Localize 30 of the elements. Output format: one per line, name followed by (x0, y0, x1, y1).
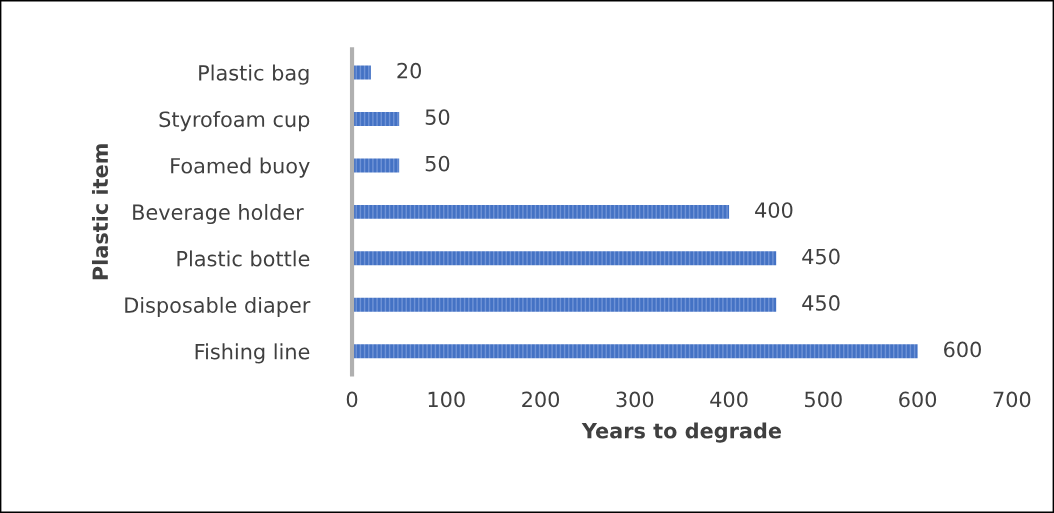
bar (352, 204, 730, 219)
x-tick-label: 200 (522, 391, 560, 408)
bar (352, 251, 777, 266)
data-label: 450 (802, 295, 840, 311)
x-tick-label: 300 (616, 391, 654, 408)
data-label: 50 (425, 109, 450, 125)
y-tick-label: Plastic bottle (177, 250, 310, 267)
y-tick-label: Styrofoam cup (159, 111, 310, 132)
bar (352, 111, 400, 126)
data-label: 450 (802, 248, 840, 265)
x-tick-label: 600 (899, 391, 937, 408)
data-label: 600 (944, 341, 981, 358)
bar (352, 158, 400, 173)
data-label: 400 (755, 202, 793, 218)
x-tick-label: 500 (805, 391, 842, 408)
x-axis-title: Years to degrade (581, 422, 782, 443)
data-label: 20 (397, 62, 422, 79)
x-tick-label: 100 (428, 391, 465, 408)
y-axis-title: Plastic item (91, 144, 109, 280)
y-tick-label: Foamed buoy (171, 157, 310, 178)
x-tick-label: 700 (993, 391, 1031, 408)
y-tick-label: Fishing line (195, 343, 310, 364)
x-tick-label: 400 (710, 391, 748, 408)
y-tick-label: Plastic bag (199, 64, 309, 85)
y-tick-label: Beverage holder (133, 203, 304, 225)
y-tick-label: Disposable diaper (125, 296, 311, 318)
data-label: 50 (425, 155, 450, 172)
x-tick-label: 0 (346, 391, 358, 408)
bar (352, 297, 777, 312)
bar (352, 344, 918, 359)
